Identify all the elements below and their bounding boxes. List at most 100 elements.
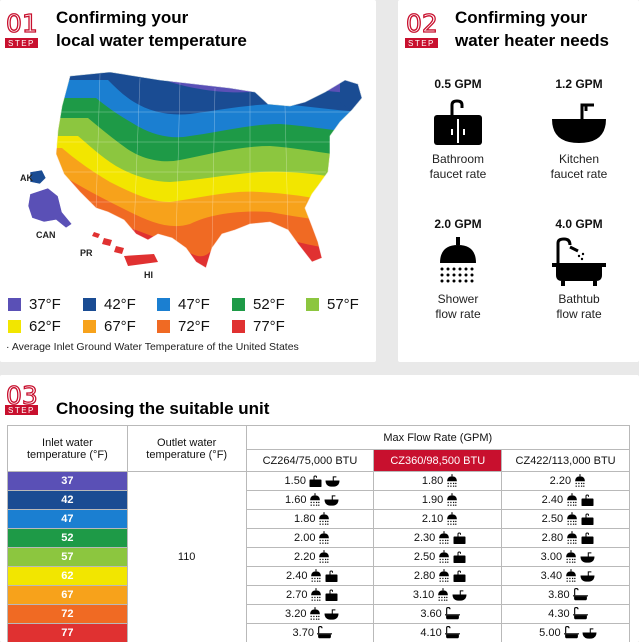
shower-head-icon xyxy=(318,512,330,526)
step2-title-line2: water heater needs xyxy=(455,31,610,50)
bathroom-sink-icon xyxy=(581,493,594,507)
table-row: 52 2.00 2.30 2.80 xyxy=(7,528,630,548)
step-number: 01 xyxy=(5,9,38,38)
legend-item: 42°F xyxy=(83,296,136,313)
flow-rate-value: 2.00 xyxy=(294,532,316,544)
kitchen-sink-icon xyxy=(324,494,339,507)
bathtub-icon xyxy=(572,588,588,602)
flow-rate-cell: 3.20 xyxy=(245,604,375,624)
bathtub-icon xyxy=(444,626,460,640)
flow-rate-cell: 2.50 xyxy=(501,509,630,529)
flow-rate-value: 1.60 xyxy=(285,494,307,506)
legend-item: 37°F xyxy=(8,296,61,313)
legend-swatch xyxy=(232,320,245,333)
inlet-temp-header: Inlet water temperature (°F) xyxy=(7,425,128,472)
shower-head-icon xyxy=(565,550,577,564)
step1-title-line2: local water temperature xyxy=(56,31,247,50)
kitchen-sink-icon xyxy=(324,608,339,621)
flow-rate-cell: 3.60 xyxy=(373,604,503,624)
inlet-temp-cell: 77 xyxy=(7,623,128,642)
legend-item: 77°F xyxy=(232,318,285,335)
legend-item: 62°F xyxy=(8,318,61,335)
table-row: 72 3.20 3.60 4.30 xyxy=(7,604,630,624)
flow-rate-value: 2.20 xyxy=(294,551,316,563)
bathroom-sink-icon xyxy=(453,550,466,564)
bathroom-sink-icon xyxy=(325,588,338,602)
bathroom-sink-icon xyxy=(325,569,338,583)
unit-selection-table: Inlet water temperature (°F) Outlet wate… xyxy=(7,425,631,642)
us-water-temperature-map xyxy=(27,71,363,269)
flow-rate-value: 2.80 xyxy=(413,570,436,582)
flow-rate-cell: 3.10 xyxy=(373,585,503,605)
flow-rate-cell: 1.80 xyxy=(245,509,375,529)
flow-rate-value: 1.90 xyxy=(421,494,444,506)
inlet-temp-cell: 52 xyxy=(7,528,128,548)
water-temperature-panel: 01 STEP Confirming your local water temp… xyxy=(0,0,376,362)
flow-rate-cell: 4.30 xyxy=(501,604,630,624)
flow-rate-value: 2.40 xyxy=(541,494,564,506)
legend-swatch xyxy=(83,320,96,333)
kitchen-sink-icon xyxy=(452,589,467,602)
legend-swatch xyxy=(232,298,245,311)
shower-head-icon xyxy=(446,512,458,526)
bathroom-sink-icon xyxy=(434,99,482,145)
flow-rate-cell: 1.60 xyxy=(245,490,375,510)
flow-rate-cell: 2.80 xyxy=(501,528,630,548)
flow-rate-value: 3.00 xyxy=(540,551,563,563)
flow-rate-cell: 1.50 xyxy=(245,471,375,491)
shower-head-icon xyxy=(566,531,578,545)
flow-rate-cell: 1.80 xyxy=(373,471,503,491)
shower-head-icon xyxy=(437,588,449,602)
legend-swatch xyxy=(157,320,170,333)
step3-title: Choosing the suitable unit xyxy=(56,399,270,418)
legend-item: 67°F xyxy=(83,318,136,335)
inlet-temp-cell: 42 xyxy=(7,490,128,510)
flow-rate-cell: 3.40 xyxy=(501,566,630,586)
table-row: 37 110 1.50 1.80 2.20 xyxy=(7,471,630,642)
kitchen-sink-icon xyxy=(582,627,597,640)
legend-item: 47°F xyxy=(157,296,210,313)
flow-rate-value: 2.30 xyxy=(413,532,436,544)
step1-title-line1: Confirming your xyxy=(56,8,189,27)
shower-head-icon xyxy=(309,607,321,621)
flow-rate-cell: 2.30 xyxy=(373,528,503,548)
flow-rate-cell: 2.50 xyxy=(373,547,503,567)
kitchen-sink-icon xyxy=(325,475,340,488)
step-tag: STEP xyxy=(5,405,38,415)
flow-rate-cell: 2.40 xyxy=(501,490,630,510)
map-label-ak: AK xyxy=(20,173,33,183)
outlet-temp-cell: 110 xyxy=(126,471,247,642)
flow-rate-cell: 5.00 xyxy=(501,623,630,642)
flow-rate-value: 5.00 xyxy=(539,627,561,639)
flow-rate-value: 3.60 xyxy=(420,608,442,620)
flow-rate-cell: 4.10 xyxy=(373,623,503,642)
shower-head-icon xyxy=(566,512,578,526)
need-shower: 2.0 GPM Shower flow rate xyxy=(434,217,482,321)
shower-head-icon xyxy=(438,569,450,583)
need-kitchen-faucet: 1.2 GPM Kitchen faucet rate xyxy=(550,77,608,181)
flow-rate-cell: 1.90 xyxy=(373,490,503,510)
model-header-cz422: CZ422/113,000 BTU xyxy=(501,449,630,472)
shower-head-icon xyxy=(309,493,321,507)
map-footnote: · Average Inlet Ground Water Temperature… xyxy=(6,341,299,353)
map-label-can: CAN xyxy=(36,230,56,240)
flow-rate-value: 1.50 xyxy=(284,475,306,487)
bathroom-sink-icon xyxy=(453,531,466,545)
legend-swatch xyxy=(306,298,319,311)
shower-head-icon xyxy=(438,550,450,564)
model-header-cz360: CZ360/98,500 BTU xyxy=(373,449,503,472)
flow-rate-value: 3.40 xyxy=(540,570,563,582)
bathtub-icon xyxy=(572,607,588,621)
shower-head-icon xyxy=(318,550,330,564)
kitchen-sink-icon xyxy=(552,103,606,143)
step-tag: STEP xyxy=(5,38,38,48)
legend-swatch xyxy=(8,298,21,311)
map-label-pr: PR xyxy=(80,248,93,258)
shower-head-icon xyxy=(566,493,578,507)
table-row: 42 1.60 1.90 2.40 xyxy=(7,490,630,510)
flow-rate-value: 1.80 xyxy=(294,513,316,525)
flow-rate-value: 2.10 xyxy=(421,513,444,525)
inlet-temp-cell: 72 xyxy=(7,604,128,624)
need-bathtub: 4.0 GPM Bathtub flow rate xyxy=(519,217,639,322)
table-row: 67 2.70 3.10 3.80 xyxy=(7,585,630,605)
